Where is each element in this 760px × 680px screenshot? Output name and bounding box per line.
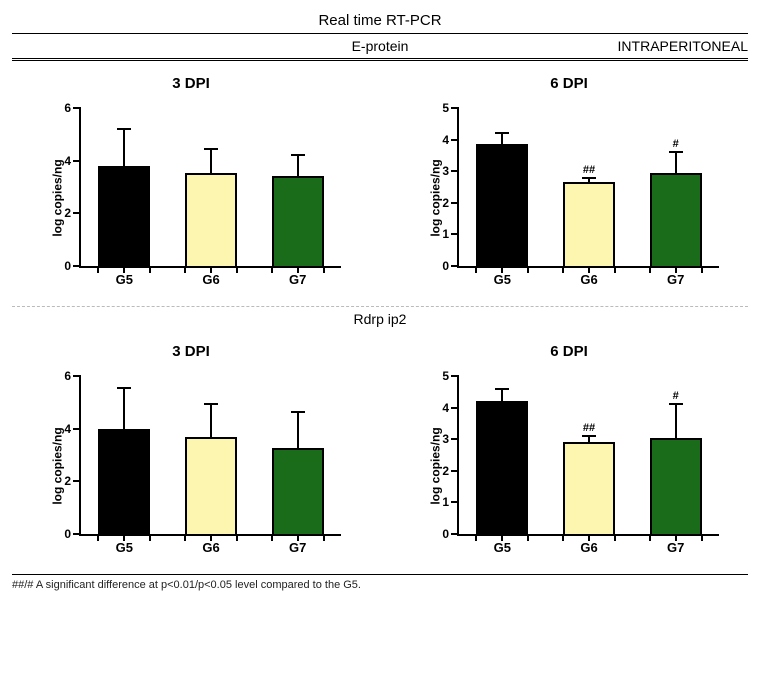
error-cap <box>291 154 305 156</box>
y-tick-label: 2 <box>442 196 449 210</box>
y-tick-label: 1 <box>442 495 449 509</box>
x-tick-label: G6 <box>202 540 219 555</box>
bar <box>185 173 237 266</box>
x-tick-label: G5 <box>494 272 511 287</box>
error-bar <box>675 404 677 437</box>
bar <box>185 437 237 534</box>
y-tick-label: 2 <box>64 474 71 488</box>
y-tick-label: 1 <box>442 227 449 241</box>
bar <box>476 401 528 534</box>
panel-title: 6 DPI <box>550 343 588 360</box>
bar <box>272 448 324 534</box>
chart-panel: 6 DPIlog copies/ng012345G5##G6#G7 <box>390 67 748 298</box>
x-tick-label: G5 <box>494 540 511 555</box>
error-cap <box>117 128 131 130</box>
y-tick-label: 0 <box>64 527 71 541</box>
header-sub-right: INTRAPERITONEAL <box>503 38 748 54</box>
y-axis-label: log copies/ng <box>429 427 443 504</box>
chart-sections: 3 DPIlog copies/ng0246G5G6G76 DPIlog cop… <box>12 61 748 568</box>
significance-marker: ## <box>583 164 595 176</box>
panel-title: 3 DPI <box>172 343 210 360</box>
x-tick-label: G6 <box>202 272 219 287</box>
y-axis-label: log copies/ng <box>51 427 65 504</box>
error-cap <box>582 435 596 437</box>
header-sub-center: E-protein <box>257 38 502 54</box>
y-tick-label: 3 <box>442 432 449 446</box>
x-tick-label: G7 <box>289 272 306 287</box>
y-tick-label: 6 <box>64 101 71 115</box>
error-bar <box>210 149 212 173</box>
bar-chart: log copies/ng0246G5G6G7 <box>31 366 351 566</box>
error-cap <box>117 387 131 389</box>
bar-chart: log copies/ng0246G5G6G7 <box>31 98 351 298</box>
significance-marker: # <box>673 390 679 402</box>
y-tick-label: 2 <box>442 464 449 478</box>
x-tick-label: G6 <box>580 540 597 555</box>
y-tick-label: 5 <box>442 369 449 383</box>
error-cap <box>204 403 218 405</box>
error-bar <box>297 155 299 176</box>
bar <box>563 182 615 266</box>
error-bar <box>675 152 677 173</box>
section-label: Rdrp ip2 <box>12 309 748 329</box>
x-tick-label: G5 <box>116 540 133 555</box>
error-bar <box>123 388 125 429</box>
plot-area: 0246G5G6G7 <box>79 376 341 536</box>
error-bar <box>210 404 212 437</box>
y-tick-label: 4 <box>64 154 71 168</box>
plot-area: 012345G5##G6#G7 <box>457 376 719 536</box>
y-tick-label: 5 <box>442 101 449 115</box>
header-subrow: E-protein INTRAPERITONEAL <box>12 34 748 61</box>
error-bar <box>297 412 299 449</box>
footnote: ##/# A significant difference at p<0.01/… <box>12 574 748 591</box>
y-tick-label: 2 <box>64 206 71 220</box>
bar <box>98 429 150 534</box>
error-cap <box>495 132 509 134</box>
significance-marker: ## <box>583 422 595 434</box>
error-cap <box>291 411 305 413</box>
x-tick-label: G5 <box>116 272 133 287</box>
error-bar <box>123 129 125 166</box>
y-tick-label: 6 <box>64 369 71 383</box>
error-cap <box>204 148 218 150</box>
x-tick-label: G7 <box>667 272 684 287</box>
bar-chart: log copies/ng012345G5##G6#G7 <box>409 98 729 298</box>
error-bar <box>501 389 503 402</box>
panel-title: 3 DPI <box>172 75 210 92</box>
y-tick-label: 3 <box>442 164 449 178</box>
y-tick-label: 0 <box>442 259 449 273</box>
y-tick-label: 4 <box>442 401 449 415</box>
significance-marker: # <box>673 138 679 150</box>
bar <box>272 176 324 266</box>
y-axis-label: log copies/ng <box>51 159 65 236</box>
x-tick-label: G7 <box>289 540 306 555</box>
error-cap <box>669 151 683 153</box>
error-cap <box>495 388 509 390</box>
y-tick-label: 0 <box>64 259 71 273</box>
x-tick-label: G6 <box>580 272 597 287</box>
plot-area: 0246G5G6G7 <box>79 108 341 268</box>
panel-title: 6 DPI <box>550 75 588 92</box>
bar <box>650 173 702 266</box>
plot-area: 012345G5##G6#G7 <box>457 108 719 268</box>
bar <box>476 144 528 266</box>
error-cap <box>669 403 683 405</box>
chart-panel: 6 DPIlog copies/ng012345G5##G6#G7 <box>390 335 748 566</box>
error-bar <box>501 133 503 144</box>
bar <box>98 166 150 266</box>
bar-chart: log copies/ng012345G5##G6#G7 <box>409 366 729 566</box>
y-axis-label: log copies/ng <box>429 159 443 236</box>
error-cap <box>582 177 596 179</box>
y-tick-label: 4 <box>442 133 449 147</box>
header-sub-left <box>12 38 257 54</box>
x-tick-label: G7 <box>667 540 684 555</box>
chart-panel: 3 DPIlog copies/ng0246G5G6G7 <box>12 67 370 298</box>
y-tick-label: 0 <box>442 527 449 541</box>
header-title: Real time RT-PCR <box>12 8 748 34</box>
bar <box>563 442 615 534</box>
bar <box>650 438 702 534</box>
chart-panel: 3 DPIlog copies/ng0246G5G6G7 <box>12 335 370 566</box>
y-tick-label: 4 <box>64 422 71 436</box>
